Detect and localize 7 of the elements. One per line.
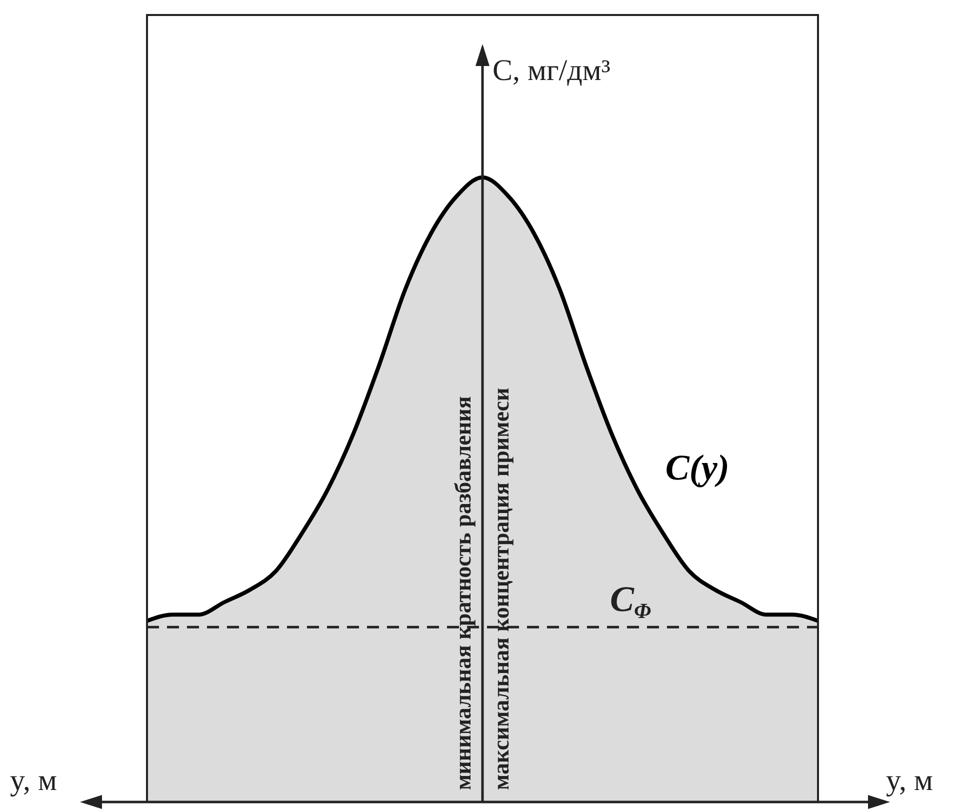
text: y, м — [10, 764, 58, 797]
series-label: C(y) — [665, 448, 730, 488]
ref-line-label: C$_{Φ}$ — [610, 579, 652, 623]
annotation: минимальная кратность разбавления — [450, 396, 476, 790]
x-axis-title: y, м — [886, 764, 934, 797]
annotation: максимальная концентрация примеси — [488, 388, 514, 790]
y-axis-title: C, мг/дм³ — [492, 54, 610, 87]
